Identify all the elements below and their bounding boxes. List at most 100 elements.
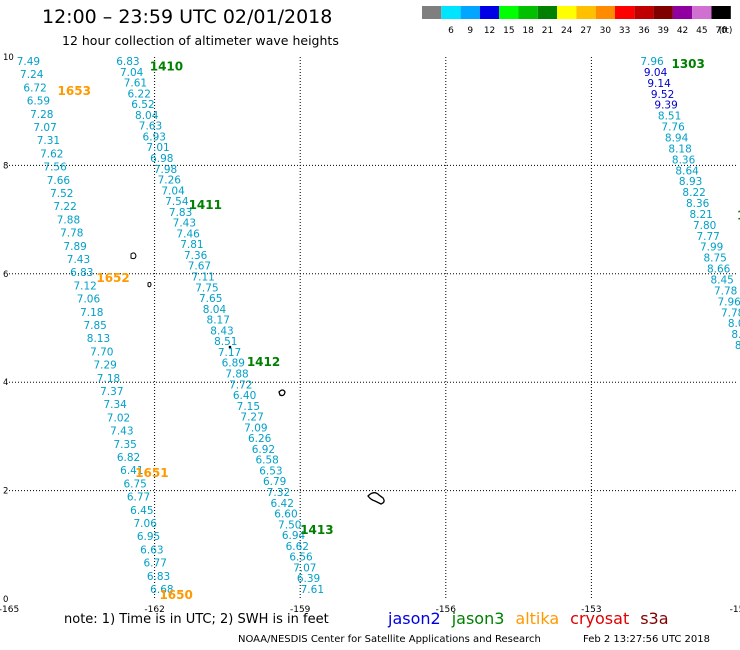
wave-height-value: 6.63 (140, 544, 163, 556)
legend-swatch (518, 6, 538, 19)
wave-height-value: 8.04 (203, 304, 227, 316)
wave-height-value: 9.52 (651, 89, 674, 101)
wave-height-value: 8.17 (207, 315, 230, 327)
wave-height-value: 8.0 (728, 318, 740, 330)
legend-label: 33 (619, 26, 630, 36)
chart-subtitle: 12 hour collection of altimeter wave hei… (62, 33, 339, 48)
wave-height-value: 6.39 (297, 573, 320, 585)
island-outlines (130, 252, 385, 505)
legend-swatch (672, 6, 693, 19)
wave-height-value: 9.39 (654, 100, 677, 112)
wave-height-value: 7.06 (134, 518, 158, 530)
wave-height-value: 7.61 (301, 584, 324, 596)
wave-height-value: 8.66 (707, 264, 731, 276)
wave-height-value: 6.60 (274, 509, 297, 521)
wave-height-value: 7.04 (120, 67, 144, 79)
wave-height-value: 6.94 (282, 530, 306, 542)
legend-swatch (711, 6, 731, 19)
legend-swatch (441, 6, 461, 19)
legend-label: 42 (677, 26, 688, 36)
legend-label: 70 (715, 26, 727, 36)
legend-swatch (653, 6, 673, 19)
wave-height-value: 8.64 (675, 165, 699, 177)
wave-height-value: 6.26 (248, 433, 272, 445)
island-outline (278, 389, 286, 397)
legend-label: 9 (467, 26, 473, 36)
wave-height-value: 6.89 (222, 358, 245, 370)
wave-height-value: 6.95 (137, 531, 160, 543)
wave-height-value: 6.41 (120, 465, 143, 477)
wave-height-value: 7.18 (80, 307, 103, 319)
wave-height-value: 7.77 (696, 231, 719, 243)
pass-time-label: 13 (737, 209, 740, 223)
wave-height-value: 7.09 (244, 422, 267, 434)
y-tick-label: 0 (3, 595, 8, 605)
wave-height-value: 8.43 (210, 325, 233, 337)
wave-height-value: 7.98 (154, 164, 177, 176)
legend-label: 6 (448, 26, 454, 36)
wave-height-value: 8.36 (672, 154, 696, 166)
wave-height-value: 6.58 (255, 455, 278, 467)
wave-height-value: 7.43 (67, 254, 90, 266)
wave-height-value: 7.88 (225, 368, 248, 380)
y-tick-label: 2 (3, 487, 8, 497)
wave-height-value: 7.29 (93, 360, 116, 372)
satellite-jason3: jason3 (451, 609, 505, 628)
wave-height-value: 7.76 (661, 122, 685, 134)
wave-height-value: 7.85 (83, 320, 106, 332)
legend-swatch (615, 6, 635, 19)
legend-swatch (537, 6, 558, 19)
wave-height-value: 7.07 (293, 562, 316, 574)
wave-height-value: 7.27 (240, 412, 263, 424)
wave-height-value: 7.72 (229, 379, 252, 391)
legend-label: 24 (561, 26, 573, 36)
wave-height-value: 6.79 (263, 476, 286, 488)
wave-height-value: 7.78 (60, 228, 83, 240)
wave-height-value: 7.32 (267, 487, 290, 499)
wave-height-value: 6.98 (150, 153, 173, 165)
island-outline (367, 492, 385, 505)
wave-height-value: 7.96 (640, 56, 664, 68)
satellite-legend: jason2 jason3 altika cryosat s3a (388, 609, 680, 628)
wave-height-value: 6.52 (131, 99, 154, 111)
legend-swatch (692, 6, 712, 19)
legend-label: 30 (600, 26, 612, 36)
wave-height-value: 7.46 (176, 228, 200, 240)
legend-label: 15 (503, 26, 514, 36)
legend-swatch (557, 6, 577, 19)
satellite-s3a: s3a (640, 609, 669, 628)
wave-height-value: 7.06 (77, 294, 101, 306)
wave-height-value: 7.63 (139, 121, 162, 133)
wave-height-value: 8.94 (665, 132, 689, 144)
wave-height-value: 7.65 (199, 293, 222, 305)
wave-height-value: 7.83 (169, 207, 192, 219)
wave-height-value: 6.77 (127, 492, 150, 504)
wave-height-value: 7.88 (57, 214, 80, 226)
legend-swatch (460, 6, 480, 19)
wave-height-value: 7.49 (17, 56, 40, 68)
wave-height-value: 7.35 (113, 439, 136, 451)
wave-height-value: 8.1 (735, 340, 740, 352)
wave-height-value: 8.2 (731, 329, 740, 341)
legend-swatch (422, 6, 442, 19)
wave-height-value: 6.45 (130, 505, 153, 517)
y-tick-label: 4 (3, 378, 8, 388)
wave-height-value: 7.24 (20, 69, 44, 81)
wave-height-value: 7.67 (188, 261, 211, 273)
island-dot (228, 345, 232, 349)
color-legend: 6 9 12 15 18 21 24 27 30 33 36 39 42 45 70(ft) (422, 6, 732, 36)
wave-height-value: 6.75 (123, 478, 146, 490)
legend-swatch (479, 6, 500, 19)
legend-unit: (ft) (719, 26, 733, 36)
wave-height-value: 8.75 (703, 253, 726, 265)
wave-height-value: 9.04 (644, 67, 668, 79)
pass-time-label: 1651 (135, 466, 168, 480)
wave-height-value: 8.36 (686, 198, 710, 210)
pass-time-label: 1653 (58, 84, 91, 98)
wave-height-value: 6.83 (147, 571, 170, 583)
generated-time: Feb 2 13:27:56 UTC 2018 (583, 634, 710, 645)
wave-height-value: 6.68 (150, 584, 173, 596)
wave-height-value: 6.22 (128, 88, 151, 100)
wave-height-value: 7.70 (90, 346, 113, 358)
